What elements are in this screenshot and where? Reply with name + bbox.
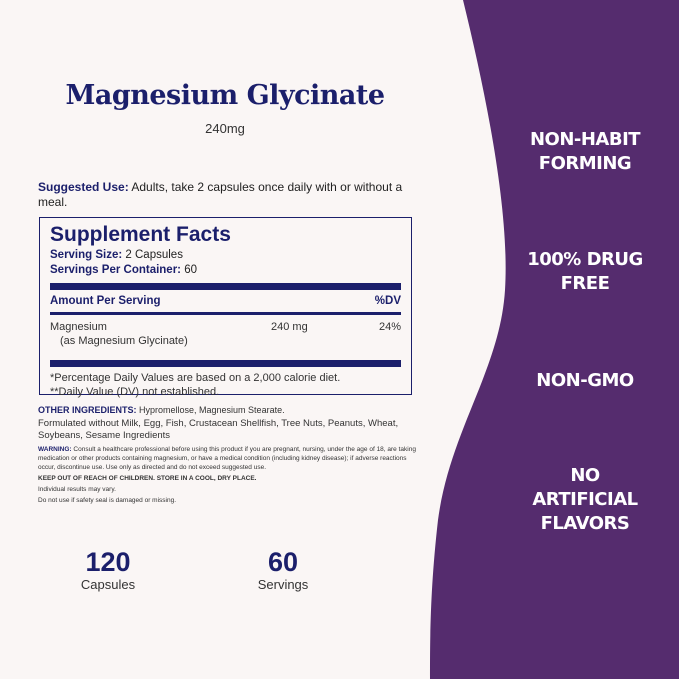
other-info: OTHER INGREDIENTS: Hypromellose, Magnesi…: [38, 404, 418, 504]
footnote: **Daily Value (DV) not established.: [50, 386, 220, 398]
product-title: Magnesium Glycinate: [65, 80, 385, 111]
divider: [50, 312, 401, 315]
storage-note: KEEP OUT OF REACH OF CHILDREN. STORE IN …: [38, 475, 257, 482]
supplement-facts-panel: Supplement Facts Serving Size: 2 Capsule…: [39, 217, 412, 398]
claim-non-habit-forming: NON-HABIT FORMING: [529, 129, 641, 174]
allergen-statement: Formulated without Milk, Egg, Fish, Crus…: [38, 418, 399, 441]
stat-servings: 60 Servings: [257, 547, 309, 592]
nutrient-row: Magnesium 240 mg 24%: [50, 321, 401, 333]
claim-drug-free: 100% DRUG FREE: [527, 249, 643, 294]
suggested-use-text: Adults, take 2 capsules once daily with …: [38, 180, 403, 209]
servings-per-container: Servings Per Container: 60: [50, 264, 198, 276]
nutrient-form: (as Magnesium Glycinate): [60, 335, 188, 347]
serving-size: Serving Size: 2 Capsules: [50, 249, 183, 261]
suggested-use: Suggested Use: Adults, take 2 capsules o…: [38, 180, 418, 210]
claim-non-gmo: NON-GMO: [536, 370, 634, 391]
facts-header-row: Amount Per Serving %DV: [50, 295, 401, 307]
facts-title: Supplement Facts: [50, 223, 231, 246]
divider: [50, 360, 401, 367]
stat-capsules: 120 Capsules: [80, 547, 136, 592]
results-note: Individual results may vary.: [38, 486, 116, 493]
product-dose: 240mg: [205, 121, 245, 136]
warning: WARNING: Consult a healthcare profession…: [38, 446, 416, 471]
footnote: *Percentage Daily Values are based on a …: [50, 372, 341, 384]
divider: [50, 283, 401, 290]
other-ingredients: OTHER INGREDIENTS: Hypromellose, Magnesi…: [38, 405, 285, 415]
suggested-use-label: Suggested Use:: [38, 180, 129, 194]
seal-note: Do not use if safety seal is damaged or …: [38, 497, 177, 504]
claim-no-artificial-flavors: NO ARTIFICIAL FLAVORS: [532, 465, 638, 534]
